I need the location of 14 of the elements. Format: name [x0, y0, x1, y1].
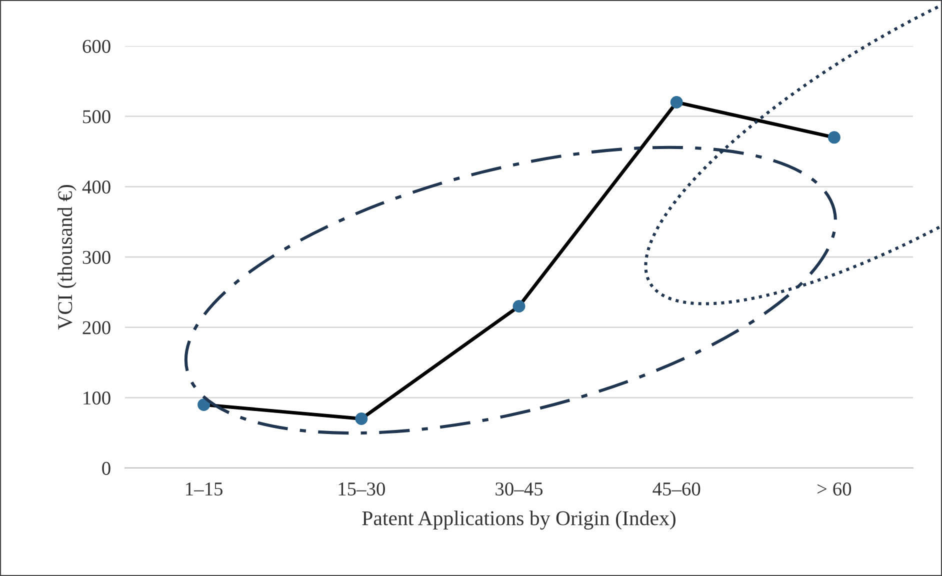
x-tick-label: > 60 — [818, 482, 852, 496]
x-tick-label: 15–30 — [338, 482, 385, 496]
y-tick-label: 200 — [82, 321, 110, 334]
y-tick-label: 500 — [83, 110, 110, 124]
y-axis-title: VCI (thousand €) — [57, 185, 76, 330]
y-tick-label: 100 — [84, 391, 110, 405]
y-tick-label: 0 — [102, 462, 110, 475]
y-tick-label: 600 — [82, 40, 110, 53]
x-tick-label: 1–15 — [186, 482, 222, 496]
x-axis-title: Patent Applications by Origin (Index) — [362, 510, 676, 530]
y-tick-label: 400 — [82, 180, 110, 194]
x-tick-label: 45–60 — [652, 482, 700, 496]
x-tick-label: 30–45 — [496, 482, 543, 496]
y-tick-label: 300 — [82, 250, 110, 264]
